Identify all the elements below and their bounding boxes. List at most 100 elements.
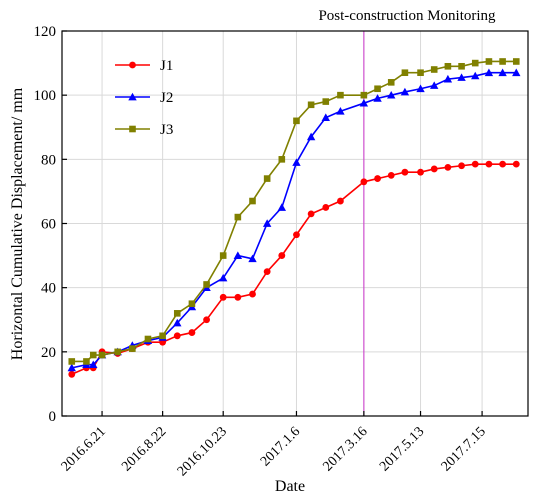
series-j1-point xyxy=(219,293,227,301)
series-j1-point xyxy=(293,231,300,239)
series-j3-point xyxy=(278,156,286,163)
series-j1-point xyxy=(203,316,210,324)
y-tick-label: 120 xyxy=(34,24,57,40)
series-j3-point xyxy=(68,358,76,365)
x-tick-label: 2016.6.21 xyxy=(59,424,109,474)
x-tick-label: 2017.7.15 xyxy=(439,424,489,474)
series-j1-point xyxy=(278,252,286,259)
series-j1-point xyxy=(263,268,271,276)
y-tick-label: 40 xyxy=(41,281,56,297)
series-j2-point xyxy=(484,68,494,77)
series-j2-point xyxy=(430,81,439,89)
series-j3-point xyxy=(89,351,97,359)
series-j2-point xyxy=(262,219,272,227)
series-j3-point xyxy=(249,197,256,205)
legend-swatch-marker xyxy=(129,61,136,69)
series-j3-point xyxy=(337,91,344,99)
series-j3-point xyxy=(293,117,300,125)
series-j1 xyxy=(68,160,520,378)
series-layer xyxy=(67,58,521,378)
series-j1-point xyxy=(234,293,242,301)
series-j2-point xyxy=(512,68,521,77)
series-j2-point xyxy=(292,158,301,166)
legend-label: J3 xyxy=(160,122,173,138)
series-j1-point xyxy=(68,370,76,378)
series-j1-point xyxy=(499,160,506,168)
y-tick-label: 80 xyxy=(41,152,56,168)
series-j1-point xyxy=(387,171,395,179)
series-j2-point xyxy=(471,71,480,80)
series-j1-point xyxy=(337,197,344,205)
series-j1-point xyxy=(444,163,452,171)
series-j3-point xyxy=(203,281,210,288)
series-j2-point xyxy=(443,74,453,83)
series-j1-point xyxy=(322,204,330,211)
legend-label: J1 xyxy=(160,58,173,74)
series-j3-point xyxy=(417,69,424,77)
series-j1-point xyxy=(374,175,381,182)
series-j3-point xyxy=(98,351,106,359)
series-j3-point xyxy=(144,335,152,343)
x-tick-label: 2017.5.13 xyxy=(377,424,427,474)
series-j1-point xyxy=(307,210,315,218)
series-j2-point xyxy=(218,273,228,282)
series-j2-point xyxy=(248,254,257,263)
series-j3-point xyxy=(234,213,242,221)
series-j2-point xyxy=(321,113,330,121)
series-j1-point xyxy=(458,162,465,170)
legend-swatch-marker xyxy=(128,92,137,101)
series-j1-point xyxy=(417,168,424,176)
series-j3-point xyxy=(499,58,506,65)
series-j2-point xyxy=(306,132,316,141)
y-tick-label: 0 xyxy=(49,409,57,425)
series-j3-point xyxy=(430,66,438,73)
series-j2-point xyxy=(67,363,76,372)
x-axis-label: Date xyxy=(275,478,305,495)
series-j3-point xyxy=(444,62,452,70)
y-tick-label: 100 xyxy=(34,88,57,104)
series-j2-point xyxy=(457,73,466,81)
series-j2-point xyxy=(498,68,507,77)
x-tick-label: 2016.10.23 xyxy=(175,424,230,479)
series-j3-point xyxy=(188,300,196,308)
series-j2-line xyxy=(71,71,517,369)
series-j3-point xyxy=(307,101,315,109)
series-j1-point xyxy=(471,160,479,168)
y-tick-label: 60 xyxy=(41,217,56,233)
series-j1-point xyxy=(401,168,409,176)
y-tick-label: 20 xyxy=(41,345,56,361)
series-j2-point xyxy=(400,87,410,96)
series-j3 xyxy=(68,58,520,365)
series-j3-point xyxy=(387,79,395,86)
series-j3-line xyxy=(71,60,517,363)
series-j2-point xyxy=(277,203,287,211)
series-j1-point xyxy=(430,165,438,173)
legend-item-j2: J2 xyxy=(115,90,173,106)
series-j3-point xyxy=(360,91,368,99)
series-j1-point xyxy=(512,160,520,168)
series-j3-point xyxy=(471,59,479,67)
legend: J1 J2 J3 xyxy=(115,58,173,138)
x-tick-label: 2016.8.22 xyxy=(119,424,169,474)
legend-item-j1: J1 xyxy=(115,58,173,74)
series-j3-point xyxy=(129,345,136,352)
series-j1-point xyxy=(249,290,256,298)
series-j3-point xyxy=(374,85,381,93)
series-j3-point xyxy=(322,98,330,105)
x-tick-label: 2017.1.6 xyxy=(258,424,303,469)
series-j3-point xyxy=(458,62,465,70)
series-j3-point xyxy=(83,358,90,365)
grid xyxy=(62,31,528,416)
series-j3-point xyxy=(159,332,166,340)
x-tick-label: 2017.3.16 xyxy=(320,424,370,474)
series-j1-point xyxy=(188,329,196,336)
series-j1-point xyxy=(485,160,493,168)
series-j2-point xyxy=(387,90,396,99)
series-j1-point xyxy=(360,178,368,186)
series-j3-point xyxy=(401,69,409,77)
series-j3-point xyxy=(219,252,227,259)
series-j3-point xyxy=(263,175,271,182)
series-j2-point xyxy=(359,98,369,107)
legend-item-j3: J3 xyxy=(115,122,173,138)
